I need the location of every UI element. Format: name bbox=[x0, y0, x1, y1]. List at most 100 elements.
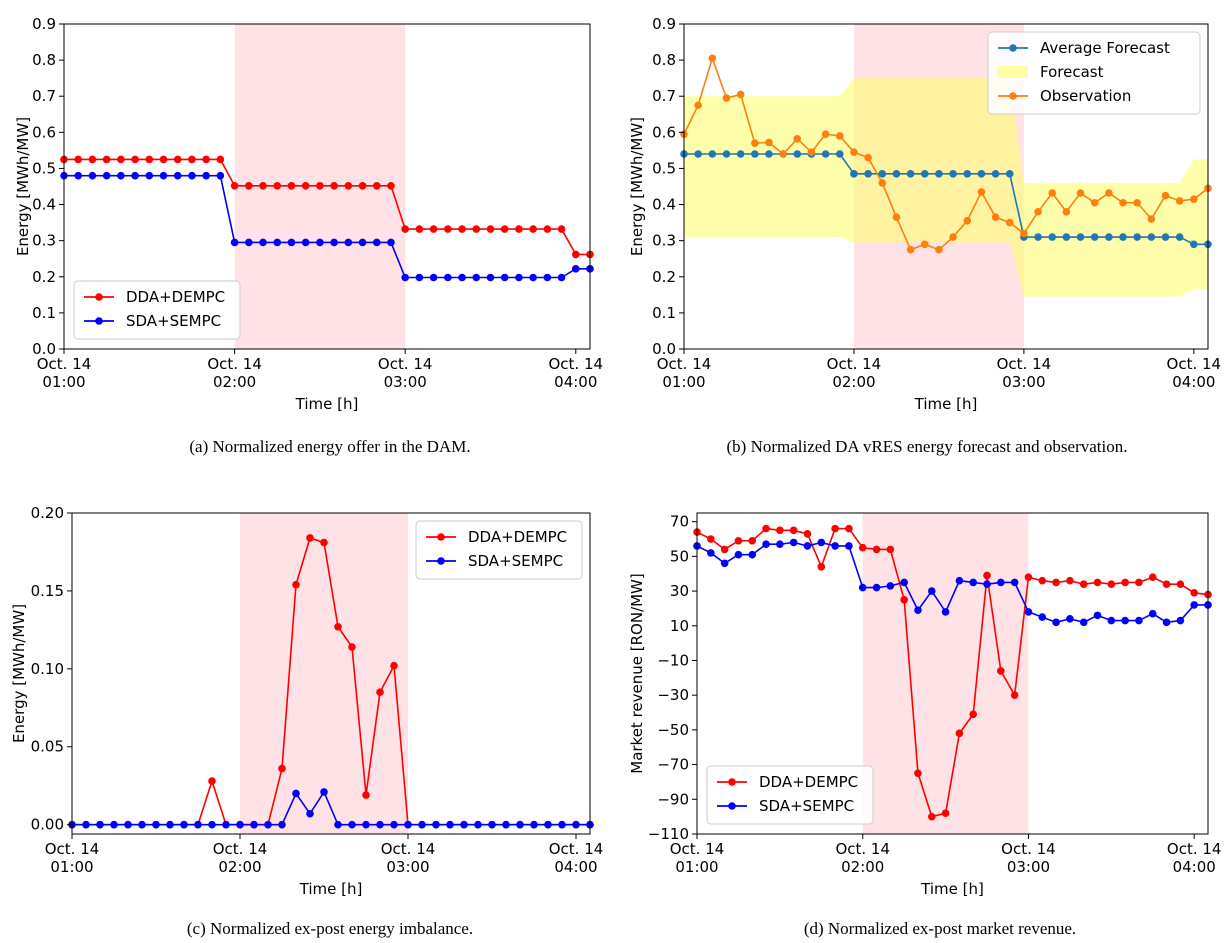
data-point bbox=[429, 273, 438, 282]
x-tick-label: 01:00 bbox=[42, 373, 85, 391]
data-point bbox=[1162, 580, 1171, 588]
y-tick-label: 0.7 bbox=[32, 87, 56, 105]
data-point bbox=[927, 587, 936, 595]
data-point bbox=[486, 225, 495, 233]
data-point bbox=[748, 550, 757, 559]
chart-caption: (c) Normalized ex-post energy imbalance. bbox=[187, 919, 473, 938]
data-point bbox=[969, 710, 978, 719]
data-point bbox=[571, 265, 580, 273]
data-point bbox=[188, 155, 196, 164]
data-point bbox=[991, 170, 1000, 178]
y-tick-label: 0.9 bbox=[32, 15, 56, 33]
data-point bbox=[1052, 578, 1060, 587]
data-point bbox=[301, 181, 310, 190]
data-point bbox=[789, 526, 798, 535]
data-point bbox=[458, 273, 466, 282]
x-tick-label: Oct. 14 bbox=[1167, 355, 1222, 373]
data-point bbox=[362, 820, 370, 829]
data-point bbox=[474, 820, 482, 829]
data-point bbox=[159, 171, 168, 180]
y-tick-label: 0.2 bbox=[32, 268, 56, 286]
data-point bbox=[1048, 189, 1057, 197]
data-point bbox=[1066, 576, 1074, 585]
x-tick-label: 01:00 bbox=[675, 858, 718, 876]
chart-caption: (a) Normalized energy offer in the DAM. bbox=[189, 437, 470, 456]
data-point bbox=[222, 820, 230, 829]
axes-frame bbox=[63, 23, 591, 350]
data-point bbox=[571, 250, 580, 259]
data-point bbox=[793, 135, 802, 143]
data-point bbox=[1147, 233, 1156, 241]
data-point bbox=[543, 273, 552, 282]
data-point bbox=[1119, 233, 1127, 241]
data-point bbox=[458, 225, 466, 233]
data-point bbox=[259, 238, 267, 247]
data-point bbox=[208, 777, 216, 785]
legend: DDA+DEMPC SDA+SEMPC bbox=[706, 765, 874, 825]
data-point bbox=[1038, 613, 1047, 621]
data-point bbox=[751, 139, 759, 147]
data-point bbox=[334, 622, 342, 631]
data-point bbox=[872, 583, 881, 592]
legend-label: SDA+SEMPC bbox=[759, 797, 854, 815]
data-point bbox=[320, 788, 328, 796]
data-point bbox=[920, 240, 929, 249]
data-point bbox=[1133, 198, 1141, 207]
data-point bbox=[488, 820, 496, 829]
data-point bbox=[892, 170, 901, 178]
data-point bbox=[1162, 618, 1171, 627]
data-point bbox=[131, 155, 139, 164]
data-point bbox=[762, 524, 770, 533]
x-tick-label: Oct. 14 bbox=[37, 355, 92, 373]
data-point bbox=[444, 273, 452, 282]
data-point bbox=[850, 148, 858, 156]
data-point bbox=[707, 549, 715, 557]
data-point bbox=[530, 820, 538, 829]
data-point bbox=[1010, 691, 1019, 699]
data-point bbox=[935, 245, 943, 254]
data-point bbox=[529, 273, 537, 282]
y-axis-label: Market revenue [RON/MW] bbox=[628, 573, 646, 774]
legend: Average Forecast Forecast Observation bbox=[987, 31, 1201, 115]
x-tick-label: Oct. 14 bbox=[1167, 840, 1222, 858]
legend: DDA+DEMPC SDA+SEMPC bbox=[415, 520, 583, 580]
data-point bbox=[529, 225, 537, 233]
data-point bbox=[949, 233, 957, 241]
data-point bbox=[446, 820, 454, 829]
data-point bbox=[558, 820, 566, 829]
y-tick-label: 0.4 bbox=[652, 196, 676, 214]
data-point bbox=[1190, 240, 1198, 249]
data-point bbox=[878, 179, 887, 187]
data-point bbox=[415, 225, 424, 233]
y-tick-label: 0.3 bbox=[32, 232, 56, 250]
legend-label: Average Forecast bbox=[1040, 39, 1170, 57]
x-tick-label: 01:00 bbox=[50, 858, 93, 876]
data-point bbox=[362, 791, 370, 799]
data-point bbox=[544, 820, 552, 829]
data-point bbox=[202, 171, 210, 180]
y-tick-label: 0.2 bbox=[652, 268, 676, 286]
data-point bbox=[316, 181, 324, 190]
data-point bbox=[765, 150, 773, 158]
data-point bbox=[1066, 615, 1074, 623]
data-point bbox=[88, 155, 97, 164]
data-point bbox=[230, 181, 239, 190]
data-point bbox=[138, 820, 146, 829]
data-point bbox=[1107, 580, 1116, 588]
y-tick-label: 0.6 bbox=[32, 123, 56, 141]
y-tick-label: 70 bbox=[670, 513, 689, 531]
data-point bbox=[872, 545, 881, 554]
x-tick-label: 03:00 bbox=[1007, 858, 1050, 876]
data-point bbox=[1148, 573, 1157, 581]
x-tick-label: Oct. 14 bbox=[997, 355, 1052, 373]
legend-label: DDA+DEMPC bbox=[126, 288, 225, 306]
legend-label: SDA+SEMPC bbox=[468, 552, 563, 570]
data-point bbox=[202, 155, 210, 164]
data-point bbox=[1190, 601, 1198, 609]
data-point bbox=[88, 171, 97, 180]
chart-caption: (b) Normalized DA vRES energy forecast a… bbox=[727, 437, 1128, 456]
data-point bbox=[82, 820, 90, 829]
data-point bbox=[301, 238, 310, 247]
data-point bbox=[807, 148, 816, 156]
data-point bbox=[1119, 198, 1127, 207]
